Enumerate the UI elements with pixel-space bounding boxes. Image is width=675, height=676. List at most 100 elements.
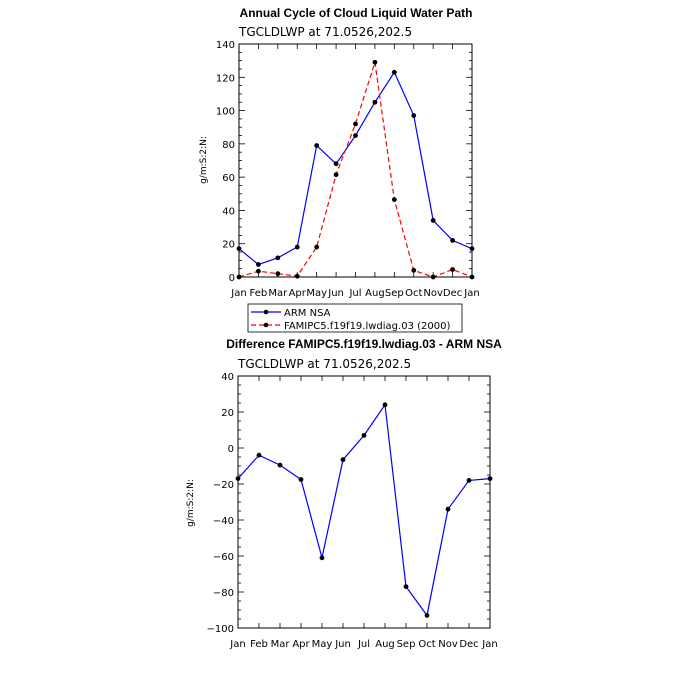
chart2-title: Difference FAMIPC5.f19f19.lwdiag.03 - AR…	[226, 337, 502, 351]
chart1-series-1-point	[256, 268, 261, 274]
chart2-y-tick-label: −40	[213, 516, 234, 527]
chart1-series-1-point	[372, 59, 378, 65]
chart1-x-tick-label: Oct	[405, 288, 422, 299]
chart1-series-line-1	[238, 62, 473, 278]
chart2-x-tick-label: Jul	[357, 639, 370, 650]
chart2-series-0-point	[277, 462, 283, 468]
chart1-x-tick-label: Apr	[289, 288, 307, 299]
chart1-y-tick-label: 140	[216, 40, 235, 51]
chart1-series-0-point	[450, 237, 455, 243]
chart2-x-tick-label: May	[312, 639, 333, 650]
chart2-series-0-point	[403, 584, 409, 589]
chart2-y-tick-label: −20	[213, 480, 234, 491]
chart2-series-0-point	[466, 478, 472, 483]
chart1-series-0-point	[294, 244, 300, 250]
chart1-series-0-point	[372, 99, 378, 105]
chart2-series-0-point	[256, 452, 262, 458]
chart2-x-tick-label: Apr	[292, 639, 310, 650]
chart1-series-0-point	[275, 255, 281, 261]
chart2-x-tick-label: Mar	[271, 639, 291, 650]
chart2-subtitle: TGCLDLWP at 71.0526,202.5	[237, 357, 411, 371]
chart2-x-tick-label: Dec	[459, 639, 478, 650]
chart2-y-axis-label: g/m:S:2:N:	[186, 479, 196, 527]
chart1-x-tick-label: Dec	[443, 288, 462, 299]
chart2-series-0-point	[298, 477, 304, 482]
chart1-y-tick-label: 20	[222, 240, 235, 251]
chart1-series-1-point	[275, 271, 281, 277]
chart2-series-0-point	[382, 402, 388, 408]
chart1-series-1-point	[236, 274, 242, 280]
chart2-x-tick-label: Jan	[229, 639, 245, 650]
chart2-x-tick-label: Nov	[438, 639, 458, 650]
chart2-y-tick-label: −80	[213, 588, 234, 599]
chart1-x-tick-label: May	[306, 288, 327, 299]
chart1-series-0-point	[236, 246, 242, 252]
chart1-series-0-point	[469, 246, 475, 252]
chart2-x-tick-label: Sep	[397, 639, 416, 650]
chart1-x-tick-label: Aug	[365, 288, 385, 299]
chart2-x-tick-label: Feb	[250, 639, 268, 650]
chart1-series-1-point	[333, 172, 339, 178]
chart1-series-1-point	[391, 197, 397, 203]
chart2-x-tick-label: Oct	[418, 639, 435, 650]
chart2-y-tick-label: 40	[221, 372, 234, 383]
chart1-series-1-point	[450, 267, 455, 272]
chart1-series-1-point	[294, 273, 300, 279]
chart1-x-tick-label: Jul	[348, 288, 361, 299]
chart1-series-1-point	[469, 274, 475, 280]
chart2-series-0-point	[361, 433, 367, 438]
difference-chart: Difference FAMIPC5.f19f19.lwdiag.03 - AR…	[186, 337, 502, 650]
chart2-series-0-point	[319, 555, 325, 561]
chart2-series-0-point	[235, 476, 241, 481]
chart2-y-tick-label: −60	[213, 552, 234, 563]
chart1-series-1-point	[314, 244, 320, 250]
chart2-series-0-point	[340, 457, 346, 463]
chart1-series-0-point	[256, 262, 261, 267]
chart1-x-tick-label: Jan	[230, 288, 246, 299]
legend-arm-marker	[263, 309, 269, 315]
chart1-series-0-point	[391, 69, 397, 75]
chart2-y-tick-label: −100	[207, 624, 234, 635]
chart2-y-tick-label: 0	[228, 444, 234, 455]
chart1-y-tick-label: 60	[222, 173, 235, 184]
legend-model-marker	[263, 322, 269, 328]
chart1-series-0-point	[411, 113, 417, 118]
chart1-series-1-point	[353, 121, 358, 127]
chart1-y-tick-label: 0	[229, 273, 235, 284]
chart1-series-1-point	[430, 274, 436, 280]
chart1-y-axis-label: g/m:S:2:N:	[199, 136, 209, 184]
chart1-x-tick-label: Jun	[327, 288, 344, 299]
chart1-x-tick-label: Feb	[250, 288, 268, 299]
chart1-series-1-point	[411, 267, 417, 273]
chart1-series-0-point	[333, 161, 339, 167]
chart1-title: Annual Cycle of Cloud Liquid Water Path	[240, 6, 473, 20]
chart1-series-line-0	[238, 71, 473, 266]
chart1-series-0-point	[353, 133, 358, 138]
chart2-y-tick-label: 20	[221, 408, 234, 419]
chart1-plot-frame	[238, 43, 473, 278]
chart1-y-tick-label: 40	[222, 206, 235, 217]
chart1-x-tick-label: Nov	[423, 288, 443, 299]
chart2-series-0-point	[487, 476, 493, 481]
chart1-y-tick-label: 80	[222, 140, 235, 151]
annual-cycle-chart: Annual Cycle of Cloud Liquid Water Path …	[199, 6, 480, 333]
chart1-series-0-point	[430, 218, 436, 223]
chart1-series-0-point	[314, 143, 320, 148]
chart1-x-tick-label: Mar	[268, 288, 288, 299]
chart2-series-0-point	[445, 506, 451, 512]
chart1-x-tick-label: Sep	[385, 288, 404, 299]
chart1-legend: ARM NSA FAMIPC5.f19f19.lwdiag.03 (2000)	[247, 303, 463, 333]
chart2-series-0-point	[424, 613, 430, 618]
chart2-x-tick-label: Aug	[375, 639, 395, 650]
chart1-subtitle: TGCLDLWP at 71.0526,202.5	[238, 25, 412, 39]
legend-model-label: FAMIPC5.f19f19.lwdiag.03 (2000)	[284, 321, 450, 332]
legend-box	[247, 303, 463, 333]
chart2-x-tick-label: Jan	[481, 639, 497, 650]
legend-arm-label: ARM NSA	[284, 308, 331, 319]
chart2-plot-frame	[237, 375, 491, 629]
chart1-x-tick-label: Jan	[463, 288, 479, 299]
chart1-y-tick-label: 100	[216, 107, 235, 118]
chart2-x-tick-label: Jun	[334, 639, 351, 650]
chart1-y-tick-label: 120	[216, 73, 235, 84]
